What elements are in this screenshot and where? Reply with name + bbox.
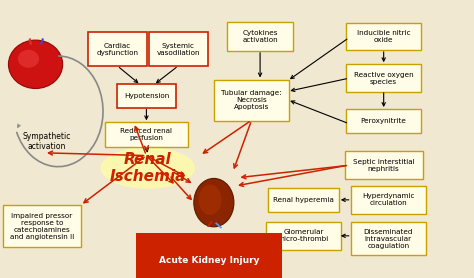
Text: Cytokines
activation: Cytokines activation bbox=[242, 30, 278, 43]
Ellipse shape bbox=[194, 178, 234, 227]
FancyBboxPatch shape bbox=[351, 222, 426, 255]
FancyBboxPatch shape bbox=[105, 122, 188, 147]
Text: Glomerular
micro-thrombi: Glomerular micro-thrombi bbox=[278, 229, 329, 242]
FancyBboxPatch shape bbox=[345, 152, 423, 179]
Text: Hypotension: Hypotension bbox=[124, 93, 169, 99]
FancyBboxPatch shape bbox=[227, 22, 293, 51]
FancyBboxPatch shape bbox=[214, 80, 289, 121]
FancyBboxPatch shape bbox=[117, 84, 176, 108]
FancyBboxPatch shape bbox=[268, 188, 339, 212]
FancyBboxPatch shape bbox=[346, 64, 421, 92]
Text: Peroxynitrite: Peroxynitrite bbox=[361, 118, 407, 124]
Text: Acute Kidney Injury: Acute Kidney Injury bbox=[159, 256, 259, 265]
FancyBboxPatch shape bbox=[88, 32, 146, 66]
Text: Septic interstitial
nephritis: Septic interstitial nephritis bbox=[353, 159, 414, 172]
Text: Disseminated
intravascular
coagulation: Disseminated intravascular coagulation bbox=[364, 229, 413, 249]
FancyBboxPatch shape bbox=[346, 23, 421, 51]
Ellipse shape bbox=[199, 185, 221, 215]
Text: Renal hyperemia: Renal hyperemia bbox=[273, 197, 334, 203]
FancyBboxPatch shape bbox=[351, 186, 426, 214]
Ellipse shape bbox=[100, 147, 195, 189]
Text: Sympathetic
activation: Sympathetic activation bbox=[22, 132, 71, 152]
Text: Systemic
vasodilation: Systemic vasodilation bbox=[157, 43, 200, 56]
Ellipse shape bbox=[9, 40, 63, 88]
Text: Renal
Ischemia: Renal Ischemia bbox=[109, 152, 186, 184]
Text: Impaired pressor
response to
catecholamines
and angiotensin II: Impaired pressor response to catecholami… bbox=[9, 213, 74, 240]
FancyBboxPatch shape bbox=[346, 109, 421, 133]
Text: Tubular damage:
Necrosis
Apoptosis: Tubular damage: Necrosis Apoptosis bbox=[221, 90, 282, 110]
Text: Hyperdynamic
circulation: Hyperdynamic circulation bbox=[362, 193, 415, 206]
FancyBboxPatch shape bbox=[149, 32, 208, 66]
Text: Reduced renal
perfusion: Reduced renal perfusion bbox=[120, 128, 173, 141]
Text: Reactive oxygen
species: Reactive oxygen species bbox=[354, 72, 413, 85]
Text: Cardiac
dysfunction: Cardiac dysfunction bbox=[96, 43, 138, 56]
FancyBboxPatch shape bbox=[266, 222, 341, 250]
FancyBboxPatch shape bbox=[3, 205, 81, 247]
Text: Inducible nitric
oxide: Inducible nitric oxide bbox=[357, 30, 410, 43]
Ellipse shape bbox=[18, 50, 39, 68]
